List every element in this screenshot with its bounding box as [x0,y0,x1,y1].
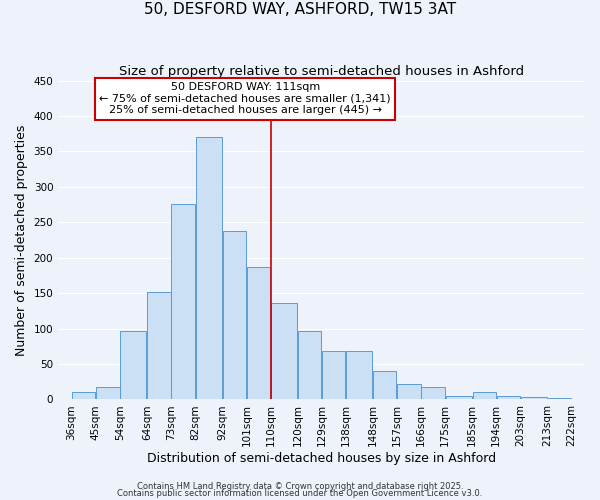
Text: Contains HM Land Registry data © Crown copyright and database right 2025.: Contains HM Land Registry data © Crown c… [137,482,463,491]
Bar [172,204,195,400]
Bar [446,396,472,400]
Bar [298,330,321,400]
Bar [373,371,397,400]
Text: 50, DESFORD WAY, ASHFORD, TW15 3AT: 50, DESFORD WAY, ASHFORD, TW15 3AT [144,2,456,18]
X-axis label: Distribution of semi-detached houses by size in Ashford: Distribution of semi-detached houses by … [147,452,496,465]
Bar [121,330,146,400]
Bar [473,392,496,400]
Bar [271,303,297,400]
Text: Contains public sector information licensed under the Open Government Licence v3: Contains public sector information licen… [118,490,482,498]
Y-axis label: Number of semi-detached properties: Number of semi-detached properties [15,124,28,356]
Bar [521,398,547,400]
Bar [397,384,421,400]
Bar [247,267,270,400]
Bar [497,396,520,400]
Bar [548,398,571,400]
Bar [147,292,170,400]
Title: Size of property relative to semi-detached houses in Ashford: Size of property relative to semi-detach… [119,65,524,78]
Bar [96,386,119,400]
Bar [196,137,222,400]
Bar [72,392,95,400]
Text: 50 DESFORD WAY: 111sqm
← 75% of semi-detached houses are smaller (1,341)
25% of : 50 DESFORD WAY: 111sqm ← 75% of semi-det… [100,82,391,116]
Bar [346,352,372,400]
Bar [421,388,445,400]
Bar [322,352,346,400]
Bar [223,231,246,400]
